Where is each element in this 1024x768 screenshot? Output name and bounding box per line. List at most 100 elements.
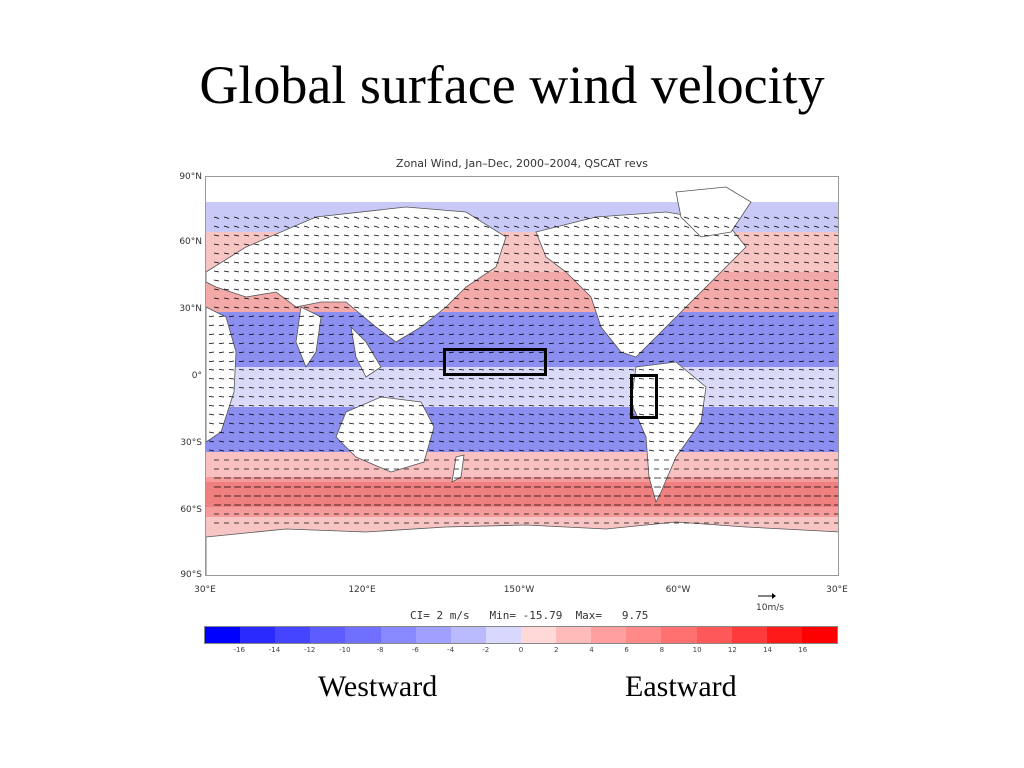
wind-vector [618,449,625,452]
wind-vector [343,279,350,282]
wind-vector [723,243,730,246]
wind-vector [343,297,350,300]
wind-vector [468,396,475,398]
wind-vector [708,378,715,380]
wind-vector [603,279,610,282]
wind-vector [748,431,755,434]
wind-vector [258,440,265,443]
wind-vector [578,369,585,371]
wind-vector [448,351,455,354]
wind-vector [703,243,710,246]
wind-vector [503,270,510,273]
wind-vector [618,342,625,345]
wind-vector [693,270,700,273]
wind-vector [738,405,745,407]
wind-vector [388,387,395,389]
wind-vector [373,306,380,309]
lon-label-60w: 60°W [665,585,691,595]
wind-vector [628,315,635,318]
wind-vector [703,252,710,255]
wind-vector [358,396,365,398]
wind-vector [293,270,300,273]
wind-vector [673,216,680,219]
wind-vector [268,413,275,416]
wind-vector [743,216,750,219]
wind-vector [588,440,595,443]
wind-vector [328,449,335,452]
wind-vector [598,369,605,371]
wind-vector [268,449,275,452]
wind-vector [258,431,265,434]
wind-vector [353,216,360,219]
wind-vector [523,243,530,246]
wind-vector [603,270,610,273]
wind-vector [383,306,390,309]
wind-vector [318,342,325,345]
wind-vector [653,279,660,282]
wind-vector [373,225,380,228]
wind-vector [303,297,310,300]
wind-vector [403,243,410,246]
wind-vector [588,324,595,327]
wind-vector [568,342,575,345]
wind-vector [833,243,838,246]
wind-vector [818,413,825,416]
wind-vector [628,324,635,327]
wind-vector [543,297,550,300]
wind-vector [753,306,760,309]
wind-vector [248,342,255,345]
wind-vector [383,288,390,291]
colorbar-tick: -14 [268,646,281,654]
wind-vector [508,405,515,407]
wind-vector [768,360,775,363]
wind-vector [783,279,790,282]
wind-vector [608,396,615,398]
wind-vector [743,225,750,228]
wind-vector [598,378,605,380]
wind-vector [318,324,325,327]
wind-vector [503,297,510,300]
wind-vector [548,333,555,336]
wind-vector [223,216,230,219]
wind-vector [263,288,270,291]
wind-vector [273,288,280,291]
wind-vector [743,279,750,282]
wind-vector [593,288,600,291]
wind-vector [403,279,410,282]
wind-vector [713,252,720,255]
wind-vector [433,243,440,246]
wind-vector [408,387,415,389]
wind-vector [448,449,455,452]
wind-vector [653,288,660,291]
wind-vector [598,405,605,407]
wind-vector [598,360,605,363]
wind-vector [248,405,255,407]
wind-vector [683,261,690,264]
wind-vector [243,252,250,255]
wind-vector [258,387,265,389]
wind-vector [478,369,485,371]
eurasia-land [206,206,507,343]
wind-vector [758,333,765,336]
wind-vector [653,252,660,255]
wind-vector [418,422,425,425]
wind-vector [468,351,475,354]
wind-vector [708,315,715,318]
wind-vector [373,270,380,273]
wind-vector [508,369,515,371]
wind-vector [528,315,535,318]
wind-vector [218,351,225,354]
wind-vector [248,360,255,363]
wind-vector [743,252,750,255]
wind-vector [298,333,305,336]
wind-vector [698,378,705,380]
wind-vector [518,324,525,327]
wind-vector [723,288,730,291]
wind-vector [308,360,315,363]
wind-vector [403,234,410,237]
wind-vector [573,279,580,282]
wind-vector [388,449,395,452]
wind-vector [378,378,385,380]
wind-vector [213,306,220,309]
wind-vector [598,422,605,425]
